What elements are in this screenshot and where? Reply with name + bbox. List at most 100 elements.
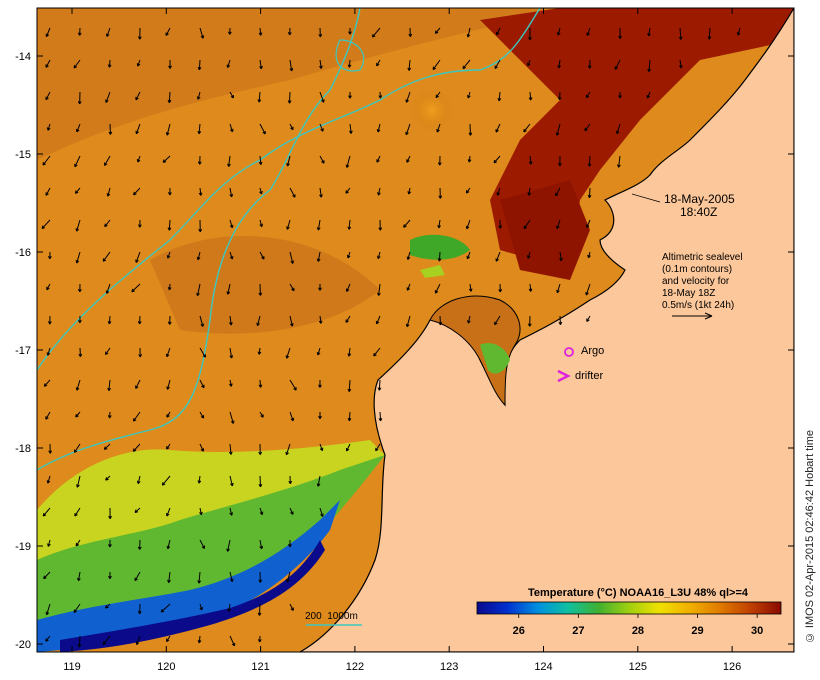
velocity-arrow [289,379,297,391]
velocity-arrow-head [196,292,200,297]
velocity-arrow [258,91,261,103]
velocity-arrow-head [287,32,292,36]
velocity-arrow-head [78,353,83,357]
lon-tick-label: 122 [346,661,364,673]
velocity-arrow-head [288,480,293,485]
velocity-arrow [527,251,531,259]
velocity-arrow [436,123,441,133]
velocity-arrow-head [405,323,410,328]
velocity-arrow [73,59,81,69]
warm-water-band [150,236,380,334]
velocity-arrow-head [468,132,473,136]
velocity-arrow-head [291,287,295,292]
velocity-arrow-head [229,193,234,198]
velocity-arrow [378,283,381,296]
velocity-arrow-head [259,545,264,550]
cold-water-strip [60,540,325,652]
velocity-arrow-head [137,224,142,228]
velocity-arrow-head [73,64,78,69]
hot-water-region [500,180,590,280]
velocity-arrow [648,59,651,72]
velocity-arrow-head [557,65,562,69]
velocity-arrow-head [527,255,531,259]
velocity-arrow [45,635,51,642]
velocity-arrow-head [201,384,205,389]
velocity-arrow [75,187,81,194]
velocity-arrow-head [167,321,172,325]
velocity-arrow-head [707,36,712,40]
velocity-arrow-head [133,191,137,196]
velocity-arrow-head [289,323,294,327]
velocity-arrow-head [557,96,562,101]
velocity-arrow-head [259,511,264,515]
velocity-arrow-head [108,544,112,548]
velocity-arrow-head [615,130,620,135]
note-line: and velocity for [662,276,730,287]
velocity-arrow-head [260,414,264,418]
velocity-arrow-head [468,288,473,292]
velocity-arrow [432,59,441,70]
colorbar: Temperature (°C) NOAA16_L3U 48% ql>=4 26… [476,587,782,637]
velocity-arrow [466,251,471,259]
velocity-arrow-head [285,355,290,359]
velocity-arrow [197,251,201,260]
velocity-arrow [166,507,171,517]
velocity-arrow-head [405,131,409,136]
lat-tick-label: -14 [15,51,31,63]
velocity-arrow-head [378,227,383,231]
velocity-arrow-head [585,292,589,296]
velocity-arrow [557,27,561,36]
velocity-arrow-head [678,36,683,40]
scale-arrow-head [704,312,713,320]
velocity-arrow [348,411,351,421]
velocity-arrow-head [135,385,139,389]
velocity-arrow-head [406,287,411,291]
velocity-arrow-head [45,611,50,616]
velocity-arrow [168,219,171,231]
velocity-arrow-head [73,449,78,453]
velocity-arrow [646,91,651,99]
velocity-arrow [584,123,591,132]
velocity-arrow-head [406,256,411,260]
velocity-arrow-head [437,258,442,262]
velocity-arrow-head [465,190,470,194]
velocity-arrow-head [229,355,234,359]
velocity-arrow-head [262,130,266,135]
velocity-arrow-head [227,163,231,167]
velocity-arrow [346,155,351,168]
velocity-arrow [588,187,591,198]
velocity-arrow-head [585,94,590,99]
velocity-arrow [373,347,381,357]
velocity-arrow-head [617,164,621,168]
velocity-arrow-head [436,129,440,133]
velocity-arrow-head [105,99,109,103]
velocity-arrow [286,347,291,359]
velocity-arrow-head [347,64,352,68]
velocity-arrow-head [43,575,47,580]
velocity-arrow-head [47,255,52,260]
velocity-arrow [166,635,171,642]
velocity-arrow [405,91,411,103]
velocity-arrow-head [586,318,590,322]
velocity-arrow-head [348,95,352,99]
velocity-arrow-head [46,286,50,291]
velocity-arrow [229,411,234,424]
velocity-arrow-head [132,418,137,422]
velocity-arrow [523,219,531,229]
velocity-arrow-head [43,383,48,387]
velocity-arrow [199,187,202,196]
velocity-arrow-head [165,132,170,136]
velocity-arrow [137,59,141,67]
velocity-arrow-head [647,32,651,37]
velocity-arrow [556,283,561,293]
velocity-arrow-head [48,450,53,454]
velocity-arrow-head [257,99,262,103]
velocity-arrow [319,91,325,103]
depth-legend: 200 1000m [305,611,362,626]
velocity-arrow-head [230,482,234,487]
credit-label: © IMOS 02-Apr-2015 02:46:42 Hobart time [804,430,816,644]
velocity-arrow-head [135,259,139,263]
velocity-arrow [259,539,263,549]
velocity-arrow-head [108,515,112,519]
velocity-arrow-head [196,256,201,261]
